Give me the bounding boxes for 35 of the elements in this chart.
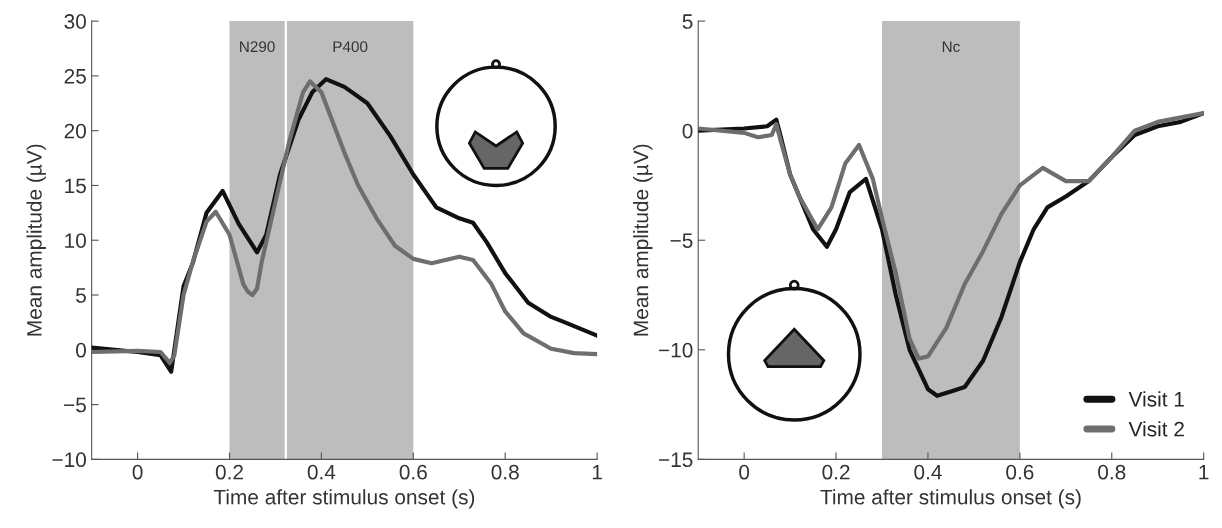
x-tick-label: 1 bbox=[592, 464, 602, 480]
y-tick-label: −10 bbox=[52, 452, 86, 468]
y-axis-title: Mean amplitude (µV) bbox=[633, 144, 653, 336]
x-tick-label: 0.6 bbox=[399, 464, 427, 480]
x-axis-title: Time after stimulus onset (s) bbox=[820, 489, 1081, 509]
band-label: P400 bbox=[333, 41, 368, 53]
y-tick-label: 30 bbox=[64, 14, 86, 29]
band-label: N290 bbox=[240, 41, 275, 53]
x-tick-label: 0 bbox=[132, 464, 143, 480]
y-tick-label: 0 bbox=[76, 342, 86, 358]
x-tick-label: 0.2 bbox=[215, 464, 243, 480]
x-tick-label: 0.6 bbox=[1006, 464, 1034, 480]
y-tick-label: 10 bbox=[65, 233, 86, 248]
y-tick-label: −10 bbox=[659, 342, 693, 358]
y-tick-label: 0 bbox=[682, 123, 693, 139]
y-tick-label: −5 bbox=[64, 397, 86, 413]
y-tick-label: 5 bbox=[682, 14, 693, 29]
band-label: Nc bbox=[942, 41, 960, 53]
x-tick-label: 0.8 bbox=[1098, 464, 1126, 480]
legend-label: Visit 1 bbox=[1128, 391, 1184, 407]
y-tick-label: −5 bbox=[670, 233, 693, 248]
x-axis-title: Time after stimulus onset (s) bbox=[213, 489, 475, 509]
y-tick-label: 5 bbox=[76, 288, 86, 303]
legend-label: Visit 2 bbox=[1128, 421, 1184, 437]
x-tick-label: 0.8 bbox=[491, 464, 519, 480]
x-tick-label: 0 bbox=[739, 464, 750, 480]
y-axis-title: Mean amplitude (µV) bbox=[26, 144, 46, 336]
y-tick-label: 15 bbox=[65, 178, 86, 194]
y-tick-label: 25 bbox=[64, 68, 86, 84]
y-tick-label: 20 bbox=[64, 123, 86, 139]
x-tick-label: 0.2 bbox=[822, 464, 850, 480]
y-tick-label: −15 bbox=[659, 452, 693, 468]
x-tick-label: 1 bbox=[1199, 464, 1209, 480]
x-tick-label: 0.4 bbox=[914, 464, 942, 480]
x-tick-label: 0.4 bbox=[307, 464, 336, 480]
